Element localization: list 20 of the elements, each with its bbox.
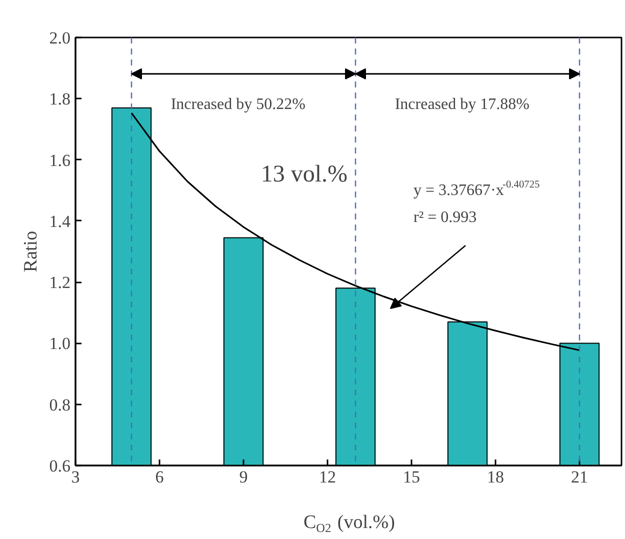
x-tick-label: 12 [319,468,336,486]
y-tick-label: 1.6 [49,150,70,170]
y-tick-label: 1.8 [49,90,70,109]
x-tick-label: 21 [571,468,588,486]
y-axis-title: Ratio [20,230,42,272]
annotation: r² = 0.993 [414,209,477,226]
y-tick-label: 2.0 [49,28,70,48]
x-tick-label: 18 [487,468,504,486]
x-tick-label: 3 [71,468,80,486]
x-tick-label: 15 [403,468,420,486]
annotation: 13 vol.% [260,161,348,188]
y-tick-label: 0.8 [49,395,70,414]
annotation: Increased by 50.22% [170,96,306,113]
annotation: Increased by 17.88% [394,96,530,113]
y-tick-label: 0.6 [49,456,70,476]
x-tick-label: 6 [155,468,164,486]
y-tick-label: 1.0 [49,334,70,354]
y-tick-label: 1.2 [49,273,70,292]
y-tick-label: 1.4 [49,212,71,231]
x-tick-label: 9 [239,468,248,486]
